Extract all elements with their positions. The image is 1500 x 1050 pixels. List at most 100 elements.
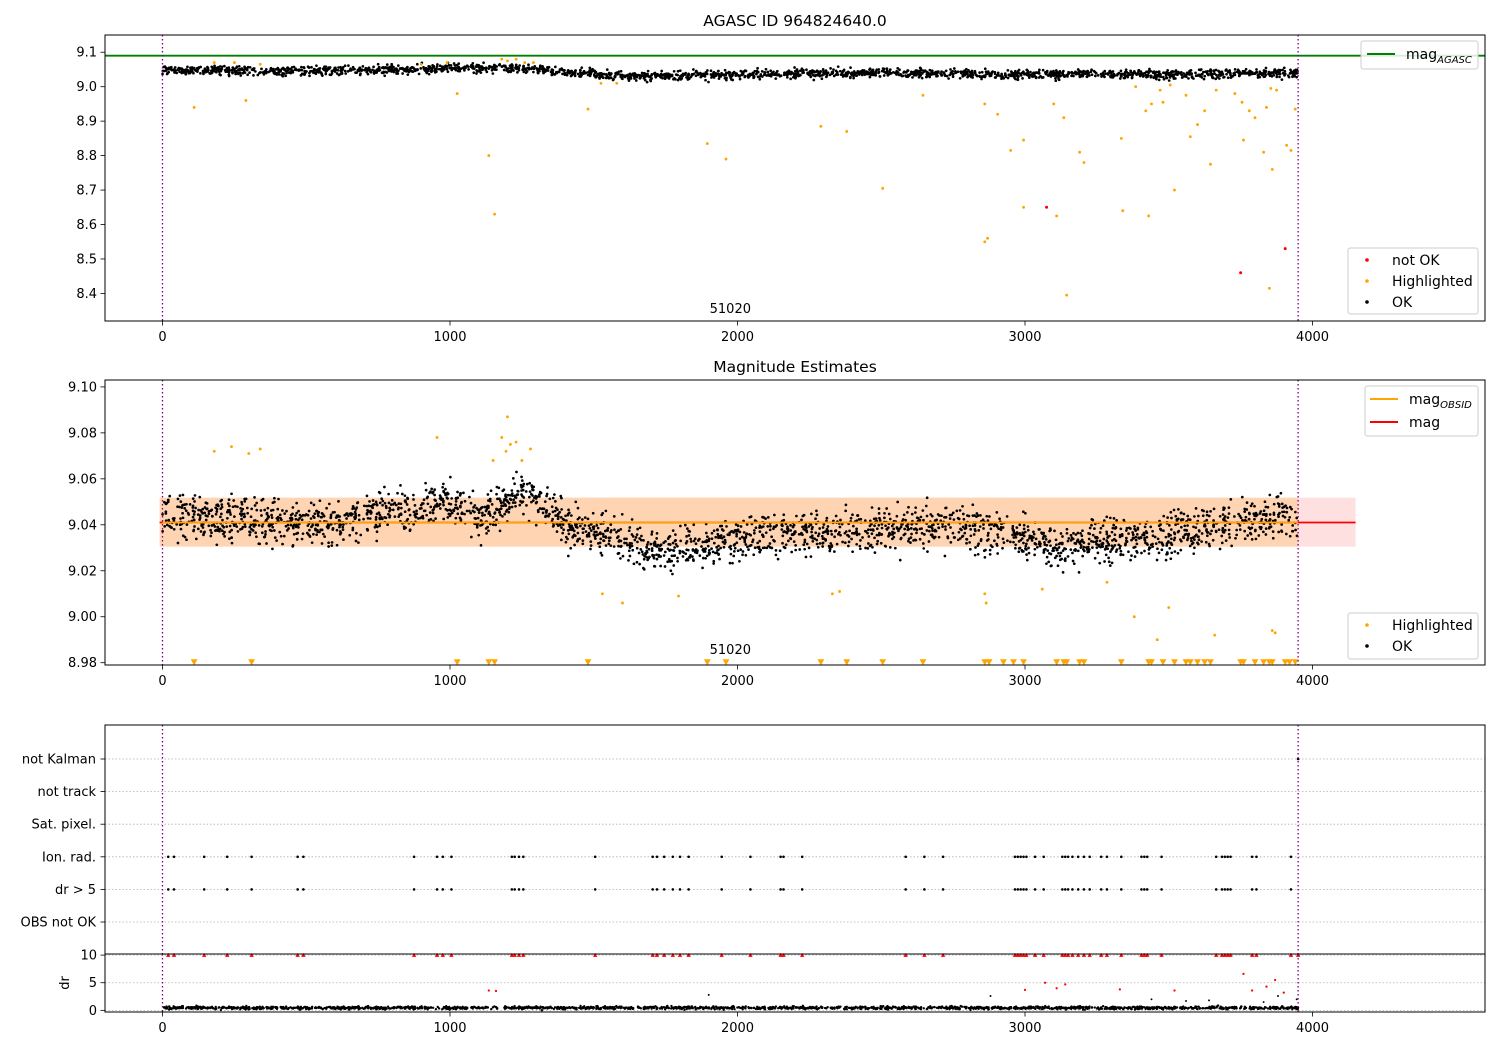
data-point [1090, 73, 1094, 77]
data-point [316, 528, 319, 532]
data-point [725, 78, 728, 82]
data-point [755, 71, 759, 74]
data-point [280, 73, 283, 77]
data-point [1190, 539, 1193, 543]
data-point [719, 546, 723, 550]
data-point [705, 142, 709, 145]
data-point [199, 71, 202, 75]
data-point [1012, 75, 1016, 78]
data-point [1150, 102, 1153, 106]
data-point [1022, 541, 1025, 545]
y-tick-label: 8.6 [76, 218, 97, 233]
data-point [962, 517, 966, 521]
data-point [1240, 495, 1244, 499]
data-point [720, 524, 724, 528]
data-point [449, 502, 453, 506]
data-point [560, 508, 563, 511]
data-point [1082, 161, 1086, 164]
data-point [1105, 532, 1109, 536]
data-point [974, 529, 977, 533]
data-point [1053, 71, 1056, 75]
data-point [810, 530, 813, 534]
data-point [178, 70, 181, 74]
data-point [1144, 109, 1148, 113]
data-point [228, 504, 231, 508]
data-point [753, 69, 757, 73]
data-point [685, 76, 688, 79]
data-point [1194, 71, 1197, 75]
data-point [1025, 72, 1029, 76]
data-point [176, 505, 179, 509]
data-point [355, 531, 358, 535]
data-point [983, 555, 987, 559]
data-point [982, 527, 985, 530]
data-point [859, 517, 863, 521]
data-point [1045, 555, 1049, 559]
data-point [509, 498, 513, 502]
data-point [803, 540, 807, 544]
data-point [477, 511, 481, 515]
data-point [315, 533, 318, 537]
data-point [520, 493, 523, 496]
data-point [1223, 524, 1227, 527]
data-point [781, 541, 784, 545]
data-point [805, 68, 808, 72]
data-point [566, 71, 569, 75]
data-point [295, 511, 298, 515]
data-point [723, 542, 726, 545]
data-point [430, 487, 434, 491]
data-point [1108, 516, 1112, 520]
data-point [434, 517, 437, 521]
data-point [485, 508, 489, 511]
data-point [240, 514, 243, 517]
data-point [329, 516, 333, 520]
data-point [403, 494, 407, 498]
data-point [230, 492, 233, 496]
data-point [269, 66, 273, 70]
data-point [1102, 537, 1106, 541]
data-point [625, 537, 628, 541]
data-point [1225, 72, 1228, 76]
data-point [876, 539, 880, 543]
data-point [1040, 587, 1044, 591]
data-point [1170, 551, 1174, 555]
data-point [1192, 525, 1195, 529]
data-point [553, 509, 557, 513]
data-point [1206, 531, 1209, 534]
data-point [164, 512, 168, 515]
data-point [493, 512, 497, 515]
data-point [248, 65, 252, 69]
data-point [928, 529, 931, 533]
data-point [905, 70, 908, 74]
data-point [829, 67, 832, 70]
data-point [240, 527, 244, 531]
data-point [1192, 552, 1196, 556]
data-point [211, 514, 214, 518]
data-point [321, 532, 325, 536]
data-point [843, 541, 847, 545]
data-point [952, 518, 956, 521]
data-point [401, 72, 404, 75]
data-point [1112, 517, 1116, 520]
data-point [1095, 546, 1099, 550]
data-point [1235, 528, 1239, 532]
data-point [1010, 659, 1017, 665]
data-point [536, 71, 540, 75]
data-point [388, 509, 391, 513]
data-point [757, 545, 761, 549]
data-point [482, 61, 485, 65]
data-point [840, 71, 844, 75]
data-point [573, 543, 576, 547]
data-point [546, 486, 549, 489]
data-point [525, 504, 528, 507]
data-point [1147, 214, 1151, 218]
data-point [1049, 75, 1053, 78]
data-point [634, 73, 637, 76]
data-point [260, 531, 264, 535]
x-tick-label: 2000 [721, 330, 754, 345]
data-point [1285, 506, 1289, 510]
data-point [696, 539, 700, 542]
data-point [165, 523, 169, 527]
data-point [512, 498, 516, 502]
